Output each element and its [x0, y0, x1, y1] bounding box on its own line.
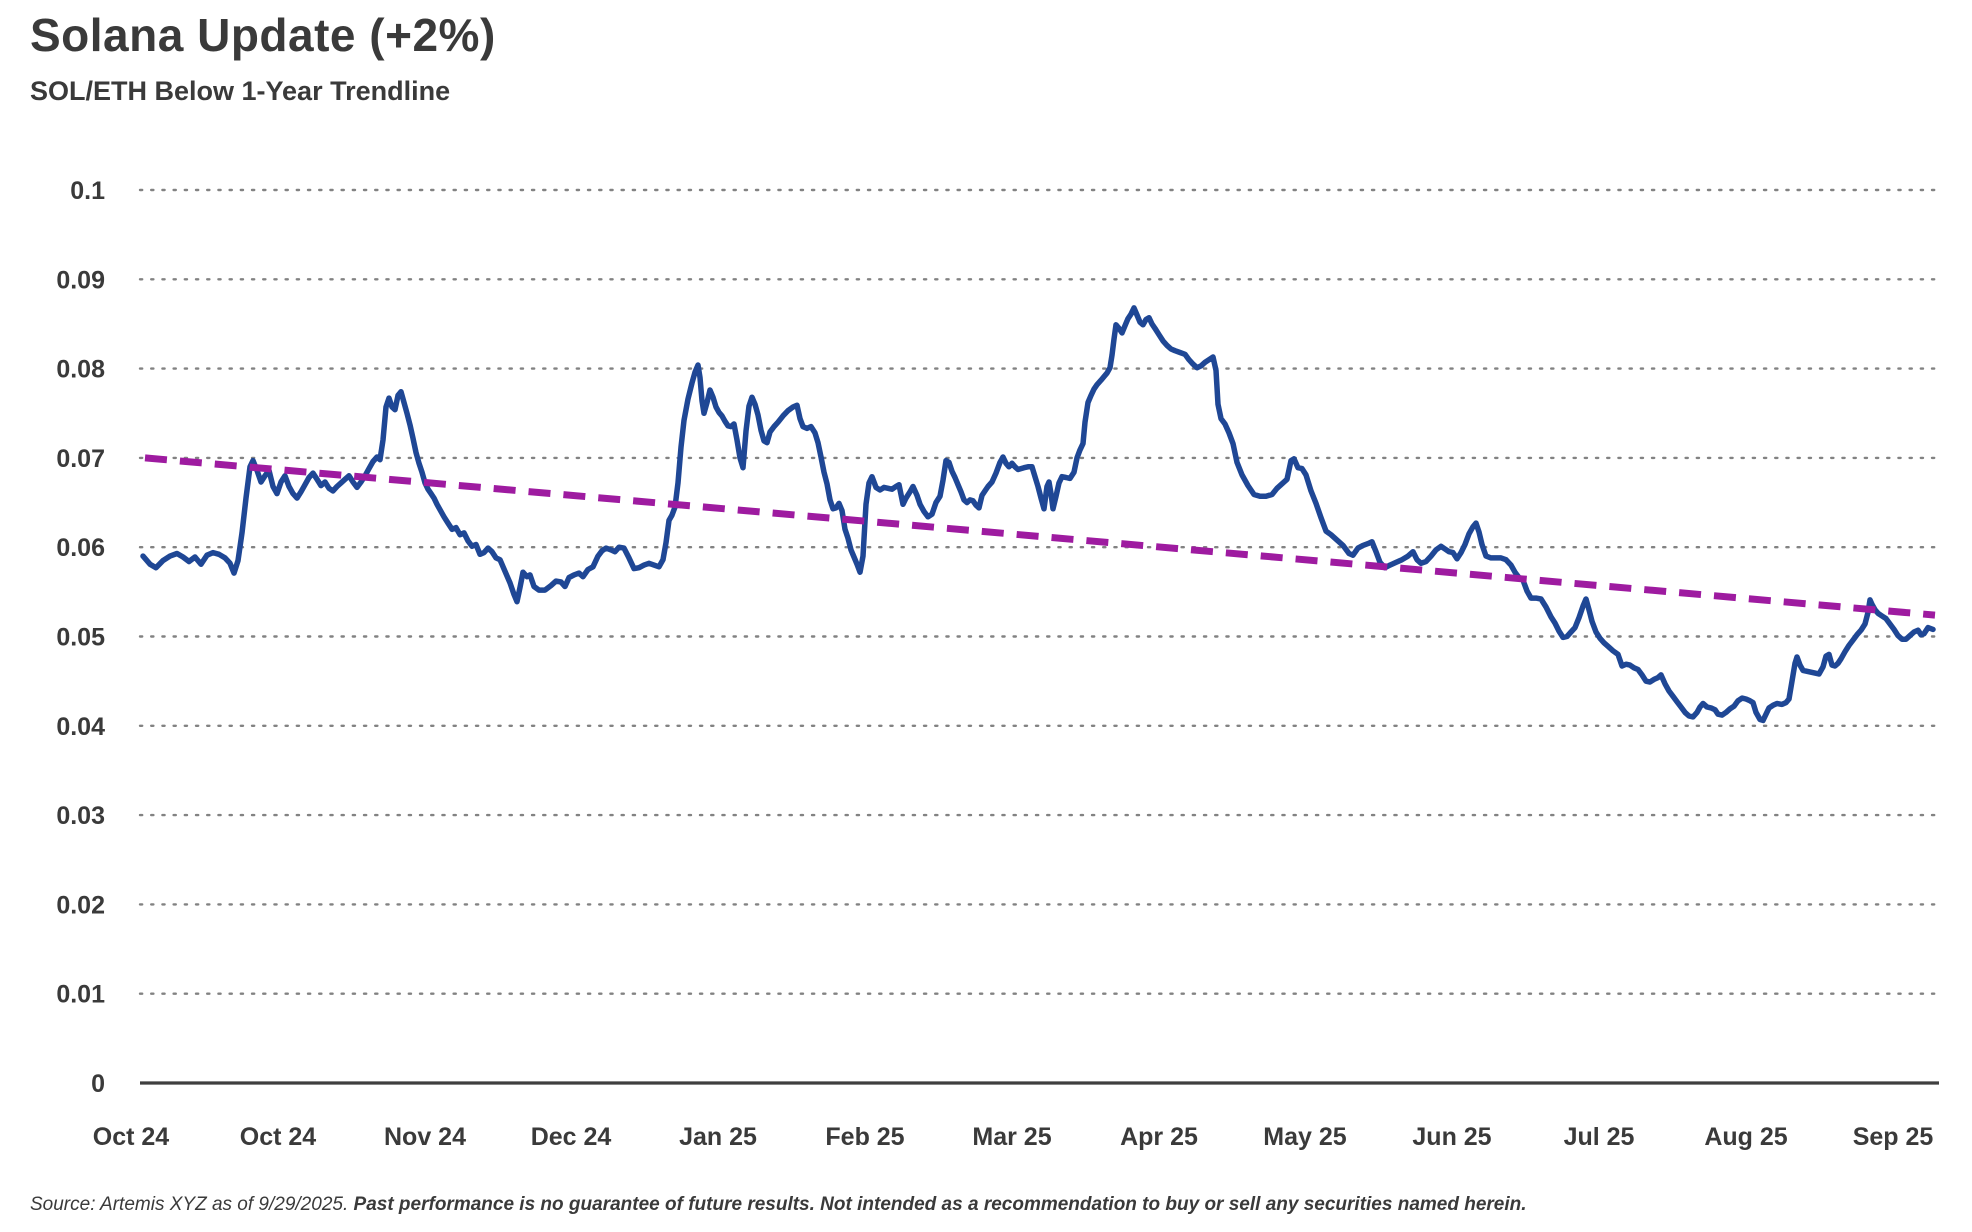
disclaimer-text: Past performance is no guarantee of futu…: [353, 1194, 1527, 1215]
y-tick-label: 0.02: [56, 891, 105, 919]
x-tick-label: Nov 24: [384, 1123, 466, 1151]
y-tick-label: 0: [91, 1070, 105, 1098]
source-disclaimer: Source: Artemis XYZ as of 9/29/2025. Pas…: [30, 1194, 1960, 1216]
source-text: Source: Artemis XYZ as of 9/29/2025.: [30, 1194, 354, 1215]
y-tick-label: 0.05: [56, 624, 105, 652]
y-tick-label: 0.03: [56, 802, 105, 830]
x-tick-label: Jan 25: [679, 1123, 757, 1151]
ratio-line: [140, 305, 1936, 724]
page-title: Solana Update (+2%): [30, 9, 496, 61]
x-tick-label: Dec 24: [531, 1123, 612, 1151]
chart-subtitle: SOL/ETH Below 1-Year Trendline: [30, 76, 451, 106]
x-tick-label: Oct 24: [240, 1123, 317, 1151]
x-tick-label: Aug 25: [1704, 1123, 1787, 1151]
y-tick-label: 0.1: [70, 177, 105, 205]
x-tick-label: Jun 25: [1412, 1123, 1491, 1151]
x-tick-label: Oct 24: [93, 1123, 170, 1151]
x-tick-label: May 25: [1263, 1123, 1346, 1151]
x-tick-label: Sep 25: [1853, 1123, 1934, 1151]
y-tick-label: 0.08: [56, 356, 105, 384]
trendline-dashed: [144, 454, 1936, 619]
x-tick-label: Mar 25: [972, 1123, 1051, 1151]
y-axis-labels: 0.1 0.09 0.08 0.07 0.06 0.05 0.04 0.03 0.02 0.01 0: [56, 177, 105, 1098]
x-tick-label: Jul 25: [1564, 1123, 1635, 1151]
y-tick-label: 0.01: [56, 981, 105, 1009]
gridlines: [138, 188, 1941, 1085]
y-tick-label: 0.04: [56, 713, 105, 741]
y-tick-label: 0.07: [56, 445, 105, 473]
x-tick-label: Feb 25: [825, 1123, 904, 1151]
x-axis-labels: Oct 24 Oct 24 Nov 24 Dec 24 Jan 25 Feb 25 Mar …: [93, 1123, 1934, 1151]
x-tick-label: Apr 25: [1120, 1123, 1198, 1151]
y-tick-label: 0.09: [56, 266, 105, 294]
y-tick-label: 0.06: [56, 534, 105, 562]
